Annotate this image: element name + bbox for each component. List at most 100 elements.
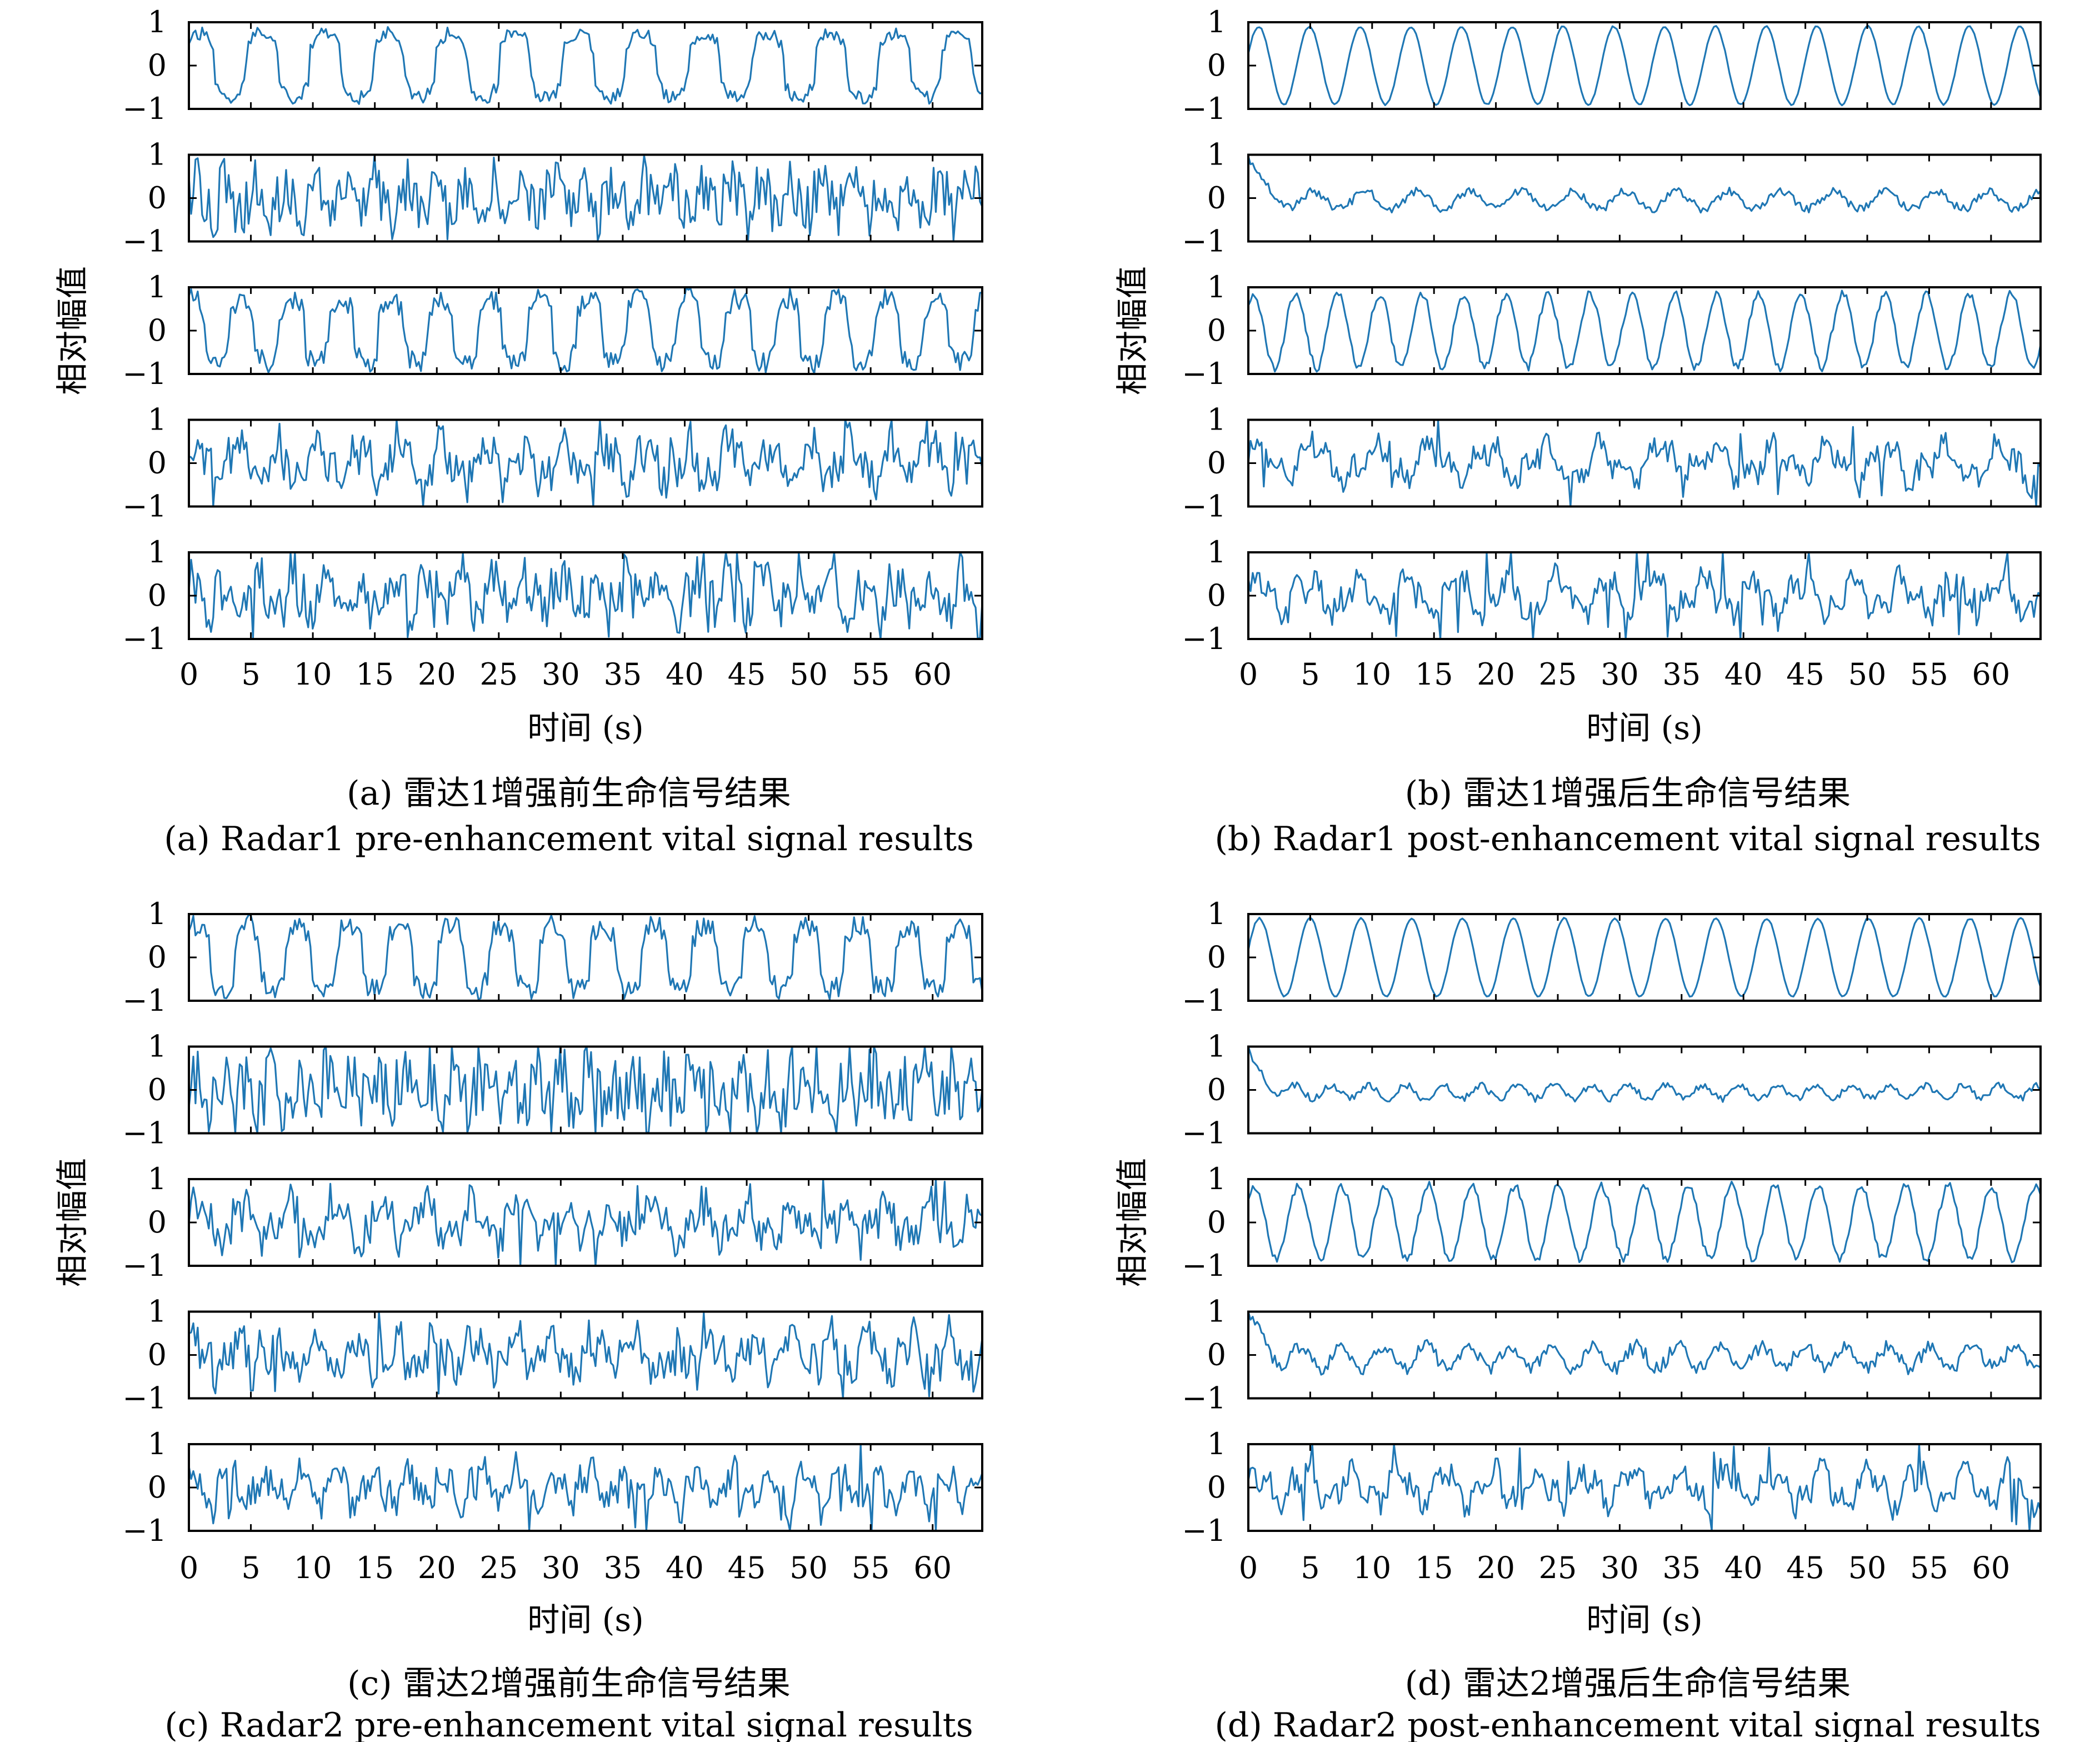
y-tick-label: 0 — [1207, 1072, 1226, 1107]
x-tick-label: 55 — [1910, 1550, 1948, 1585]
y-tick-label: 0 — [148, 1205, 167, 1240]
x-tick-label: 60 — [1972, 1550, 2011, 1585]
subplot-3: 1 0 −1 — [122, 269, 983, 391]
signal-line — [1247, 1180, 2042, 1264]
y-tick-label: 1 — [1207, 535, 1226, 570]
panel-d: 10−110−110−110−110−10 5 10 15 20 25 30 35 40 45 50… — [1113, 896, 2042, 1742]
caption-en: (d) Radar2 post-enhancement vital signal… — [1215, 1706, 2041, 1742]
x-tick-label: 40 — [1724, 1550, 1763, 1585]
y-tick-label: −1 — [1182, 1248, 1226, 1283]
x-axis-label: 时间 (s) — [527, 709, 643, 747]
y-tick-label: −1 — [1182, 224, 1226, 259]
subplot-frame — [188, 21, 983, 110]
y-tick-label: −1 — [122, 1248, 167, 1283]
x-tick-label: 30 — [1601, 657, 1639, 692]
y-tick-label: −1 — [122, 1381, 167, 1416]
x-tick-label: 30 — [542, 657, 580, 692]
y-tick-label: 0 — [148, 1072, 167, 1107]
y-tick-label: 1 — [1207, 137, 1226, 172]
x-tick-label: 20 — [418, 657, 456, 692]
signal-line — [1247, 289, 2042, 373]
y-tick-label: 1 — [1207, 896, 1226, 931]
x-tick-label: 0 — [179, 657, 198, 692]
y-tick-label: 1 — [148, 402, 167, 437]
x-tick-label: 25 — [1539, 657, 1577, 692]
y-tick-label: 0 — [148, 313, 167, 348]
y-tick-label: 0 — [1207, 48, 1226, 83]
signal-line — [188, 287, 983, 375]
caption-cn: (d) 雷达2增强后生命信号结果 — [1405, 1664, 1851, 1703]
signal-line — [188, 551, 983, 640]
y-tick-label: 0 — [1207, 313, 1226, 348]
subplot-frame — [188, 1310, 983, 1400]
caption-en: (c) Radar2 pre-enhancement vital signal … — [164, 1706, 973, 1742]
x-tick-label: 25 — [479, 1550, 518, 1585]
y-tick-label: 0 — [1207, 940, 1226, 975]
y-tick-label: 1 — [148, 269, 167, 305]
subplot-frame — [1247, 286, 2042, 375]
y-tick-label: 0 — [1207, 1205, 1226, 1240]
x-tick-label: 50 — [1848, 657, 1887, 692]
y-tick-label: −1 — [122, 356, 167, 391]
subplot-frame — [1247, 153, 2042, 243]
y-tick-label: 1 — [148, 896, 167, 931]
x-axis-label: 时间 (s) — [527, 1601, 643, 1639]
y-tick-label: 0 — [148, 181, 167, 216]
y-tick-label: 1 — [148, 535, 167, 570]
y-tick-label: 1 — [148, 1294, 167, 1329]
y-tick-label: 1 — [1207, 1294, 1226, 1329]
x-tick-label: 35 — [1662, 1550, 1701, 1585]
x-tick-label: 50 — [789, 657, 828, 692]
panel-c: 10−110−110−110−110−10 5 10 15 20 25 30 35 40 45 50… — [53, 896, 983, 1742]
y-tick-label: −1 — [122, 91, 167, 126]
x-tick-label: 0 — [179, 1550, 198, 1585]
x-tick-label: 45 — [1786, 657, 1824, 692]
y-tick-label: −1 — [122, 983, 167, 1018]
subplot-2: 1 0 −1 — [122, 137, 983, 259]
caption-cn: (c) 雷达2增强前生命信号结果 — [347, 1664, 791, 1703]
subplot-2: 1 0 −1 — [1182, 1029, 2042, 1151]
y-tick-label: −1 — [122, 224, 167, 259]
x-tick-label: 10 — [1353, 657, 1391, 692]
x-tick-label: 20 — [418, 1550, 456, 1585]
subplot-4: 1 0 −1 — [1182, 402, 2042, 524]
y-tick-label: −1 — [1182, 489, 1226, 524]
y-tick-label: 0 — [148, 1470, 167, 1505]
x-tick-label: 25 — [479, 657, 518, 692]
caption-en: (a) Radar1 pre-enhancement vital signal … — [164, 820, 974, 858]
y-tick-label: 0 — [1207, 446, 1226, 481]
signal-line — [1247, 420, 2042, 508]
y-tick-label: −1 — [122, 489, 167, 524]
signal-line — [188, 418, 983, 508]
y-tick-label: 0 — [148, 940, 167, 975]
y-tick-label: 1 — [1207, 1161, 1226, 1196]
y-tick-label: −1 — [122, 621, 167, 656]
y-tick-label: −1 — [1182, 1381, 1226, 1416]
x-tick-label: 20 — [1477, 657, 1515, 692]
x-tick-label: 20 — [1477, 1550, 1515, 1585]
caption-cn: (b) 雷达1增强后生命信号结果 — [1405, 774, 1851, 813]
y-tick-label: 0 — [148, 48, 167, 83]
x-tick-label: 30 — [1601, 1550, 1639, 1585]
x-tick-label: 10 — [294, 657, 332, 692]
subplot-3: 1 0 −1 — [1182, 269, 2042, 391]
subplot-5: 1 0 −1 — [1182, 1426, 2042, 1548]
subplot-3: 1 0 −1 — [1182, 1161, 2042, 1283]
signal-line — [188, 154, 983, 242]
x-tick-label: 55 — [852, 1550, 890, 1585]
y-tick-label: −1 — [1182, 621, 1226, 656]
subplot-4: 1 0 −1 — [1182, 1294, 2042, 1416]
y-tick-label: −1 — [1182, 983, 1226, 1018]
signal-line — [188, 1045, 983, 1135]
x-tick-label: 5 — [1301, 1550, 1319, 1585]
signal-line — [1247, 156, 2042, 214]
subplot-5: 1 0 −1 — [122, 1426, 983, 1548]
y-axis-label: 相对幅值 — [1113, 1158, 1151, 1287]
y-tick-label: 1 — [148, 1161, 167, 1196]
x-tick-label: 5 — [1301, 657, 1319, 692]
y-tick-label: 1 — [148, 4, 167, 39]
subplot-5: 1 0 −1 — [122, 535, 983, 656]
x-tick-label: 40 — [1724, 657, 1763, 692]
x-tick-label: 15 — [1415, 1550, 1453, 1585]
